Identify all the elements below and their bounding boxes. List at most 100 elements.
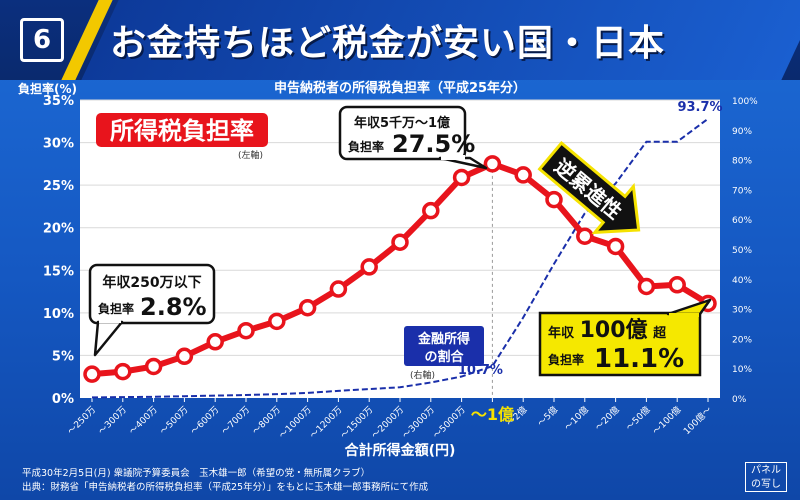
y-axis-left-label: 負担率(%) <box>18 82 77 96</box>
x-tick-label: 〜50億 <box>623 404 652 433</box>
x-tick-label: 〜10億 <box>562 404 591 433</box>
data-point <box>268 312 286 331</box>
x-tick-label: 〜1000万 <box>278 405 314 441</box>
top-income-callout-a: 年収 <box>548 325 575 341</box>
peak-callout-prefix: 負担率 <box>348 139 384 154</box>
y-tick-right: 20% <box>732 335 752 345</box>
x-tick-label: 〜1200万 <box>309 405 345 441</box>
panel-copy-note-line1: パネル <box>751 465 781 476</box>
y-tick-right: 50% <box>732 246 752 256</box>
top-income-callout-value: 11.1% <box>594 344 684 374</box>
data-point <box>452 168 471 187</box>
data-point <box>329 280 348 298</box>
y-tick-right: 100% <box>732 97 758 107</box>
data-point <box>483 155 502 173</box>
top-income-callout-prefix: 負担率 <box>548 352 584 367</box>
header-band <box>0 0 800 80</box>
series-tax-rate-axis-note: (左軸) <box>238 149 263 161</box>
x-axis: 〜250万〜300万〜400万〜500万〜600万〜700万〜800万〜1000… <box>66 398 714 441</box>
chart-title: 申告納税者の所得税負担率（平成25年分） <box>273 81 527 96</box>
x-tick-label: 〜2000万 <box>370 405 406 441</box>
panel-copy-note-line2: の写し <box>751 479 781 490</box>
y-tick-right: 90% <box>732 127 752 137</box>
y-tick-right: 10% <box>732 365 752 375</box>
y-tick-right: 40% <box>732 276 752 286</box>
top-income-callout-c: 超 <box>653 325 667 341</box>
data-point <box>668 276 686 294</box>
x-tick-label: 〜500万 <box>159 405 191 437</box>
regressive-arrow: 逆累進性 <box>537 140 641 235</box>
data-point <box>83 365 101 383</box>
y-axis-right: 0% 10% 20% 30% 40% 50% 60% 70% 80% 90% 100% <box>732 97 758 405</box>
y-tick-left: 30% <box>43 137 74 152</box>
data-point <box>637 277 656 296</box>
y-tick-left: 25% <box>43 179 74 194</box>
series-tax-rate-markers <box>83 155 717 383</box>
top-income-callout-b: 100億 <box>580 317 648 343</box>
panel-copy-note: パネル の写し <box>745 462 787 492</box>
x-tick-label: 〜1500万 <box>339 405 375 441</box>
x-tick-label: 〜400万 <box>128 405 160 437</box>
y-tick-left: 5% <box>52 349 74 364</box>
peak-callout: 年収5千万〜1億 負担率 27.5% <box>338 105 488 170</box>
series-financial-income-line <box>91 117 709 399</box>
data-point <box>175 347 194 366</box>
series-financial-income-tag: 金融所得 の割合 <box>404 326 484 366</box>
x-tick-label: 〜3000万 <box>401 405 437 441</box>
data-point <box>237 321 255 340</box>
x-axis-label: 合計所得金額(円) <box>345 442 456 459</box>
x-tick-label: 〜20億 <box>592 404 621 433</box>
y-tick-right: 30% <box>732 306 752 316</box>
series-financial-income-value-1oku: 10.7% <box>458 363 503 378</box>
data-point <box>360 258 378 276</box>
data-point <box>576 227 594 245</box>
data-point <box>298 298 317 317</box>
y-tick-left: 0% <box>52 392 74 407</box>
x-tick-label: 〜5億 <box>535 404 560 429</box>
x-tick-label: 〜5000万 <box>432 405 468 441</box>
data-point <box>514 166 532 184</box>
x-tick-label: 〜300万 <box>97 405 129 437</box>
series-financial-income-tag-line2: の割合 <box>424 349 464 365</box>
x-tick-label: 〜100億 <box>650 404 683 437</box>
peak-callout-line1: 年収5千万〜1億 <box>354 115 450 131</box>
y-tick-right: 80% <box>732 157 752 167</box>
low-income-callout-prefix: 負担率 <box>98 301 134 316</box>
source-line-2: 出典：財務省「申告納税者の所得税負担率（平成25年分）」をもとに玉木雄一郎事務所… <box>22 482 429 493</box>
y-tick-left: 35% <box>43 94 74 109</box>
page-title: お金持ちほど税金が安い国・日本 <box>110 23 666 64</box>
y-tick-left: 10% <box>43 307 74 322</box>
low-income-callout-line1: 年収250万以下 <box>102 274 201 291</box>
x-tick-label: 〜700万 <box>220 405 252 437</box>
y-tick-left: 15% <box>43 264 74 279</box>
low-income-callout: 年収250万以下 負担率 2.8% <box>88 263 216 357</box>
x-tick-label: 〜250万 <box>66 405 98 437</box>
data-point <box>422 201 440 220</box>
data-point <box>545 190 563 209</box>
low-income-callout-value: 2.8% <box>140 293 207 321</box>
data-point <box>206 333 224 351</box>
x-axis-highlight-1oku: 〜1億 <box>471 405 514 424</box>
series-tax-rate-tag-label: 所得税負担率 <box>110 117 254 145</box>
y-tick-right: 0% <box>732 395 747 405</box>
top-income-callout: 年収 100億 超 負担率 11.1% <box>538 298 712 377</box>
series-financial-income-value-last: 93.7% <box>677 100 722 115</box>
data-point <box>144 357 163 376</box>
slide-number-badge: 6 <box>20 18 64 62</box>
data-point <box>606 237 625 256</box>
series-financial-income-tag-line1: 金融所得 <box>417 331 470 347</box>
source-line-1: 平成30年2月5日(月) 衆議院予算委員会 玉木雄一郎（希望の党・無所属クラブ） <box>22 468 371 479</box>
x-tick-label: 100億〜 <box>681 404 714 437</box>
peak-callout-value: 27.5% <box>392 130 475 158</box>
y-tick-right: 70% <box>732 186 752 196</box>
y-tick-left: 20% <box>43 222 74 237</box>
y-axis-left: 0% 5% 10% 15% 20% 25% 30% 35% <box>43 94 74 407</box>
y-tick-right: 60% <box>732 216 752 226</box>
series-tax-rate-tag: 所得税負担率 <box>96 113 268 147</box>
svg-text:年収 100億 超: 年収 100億 超 <box>548 317 667 343</box>
data-point <box>114 362 132 381</box>
x-tick-label: 〜600万 <box>189 405 221 437</box>
series-financial-income-axis-note: (右軸) <box>410 369 435 381</box>
data-point <box>391 233 409 251</box>
